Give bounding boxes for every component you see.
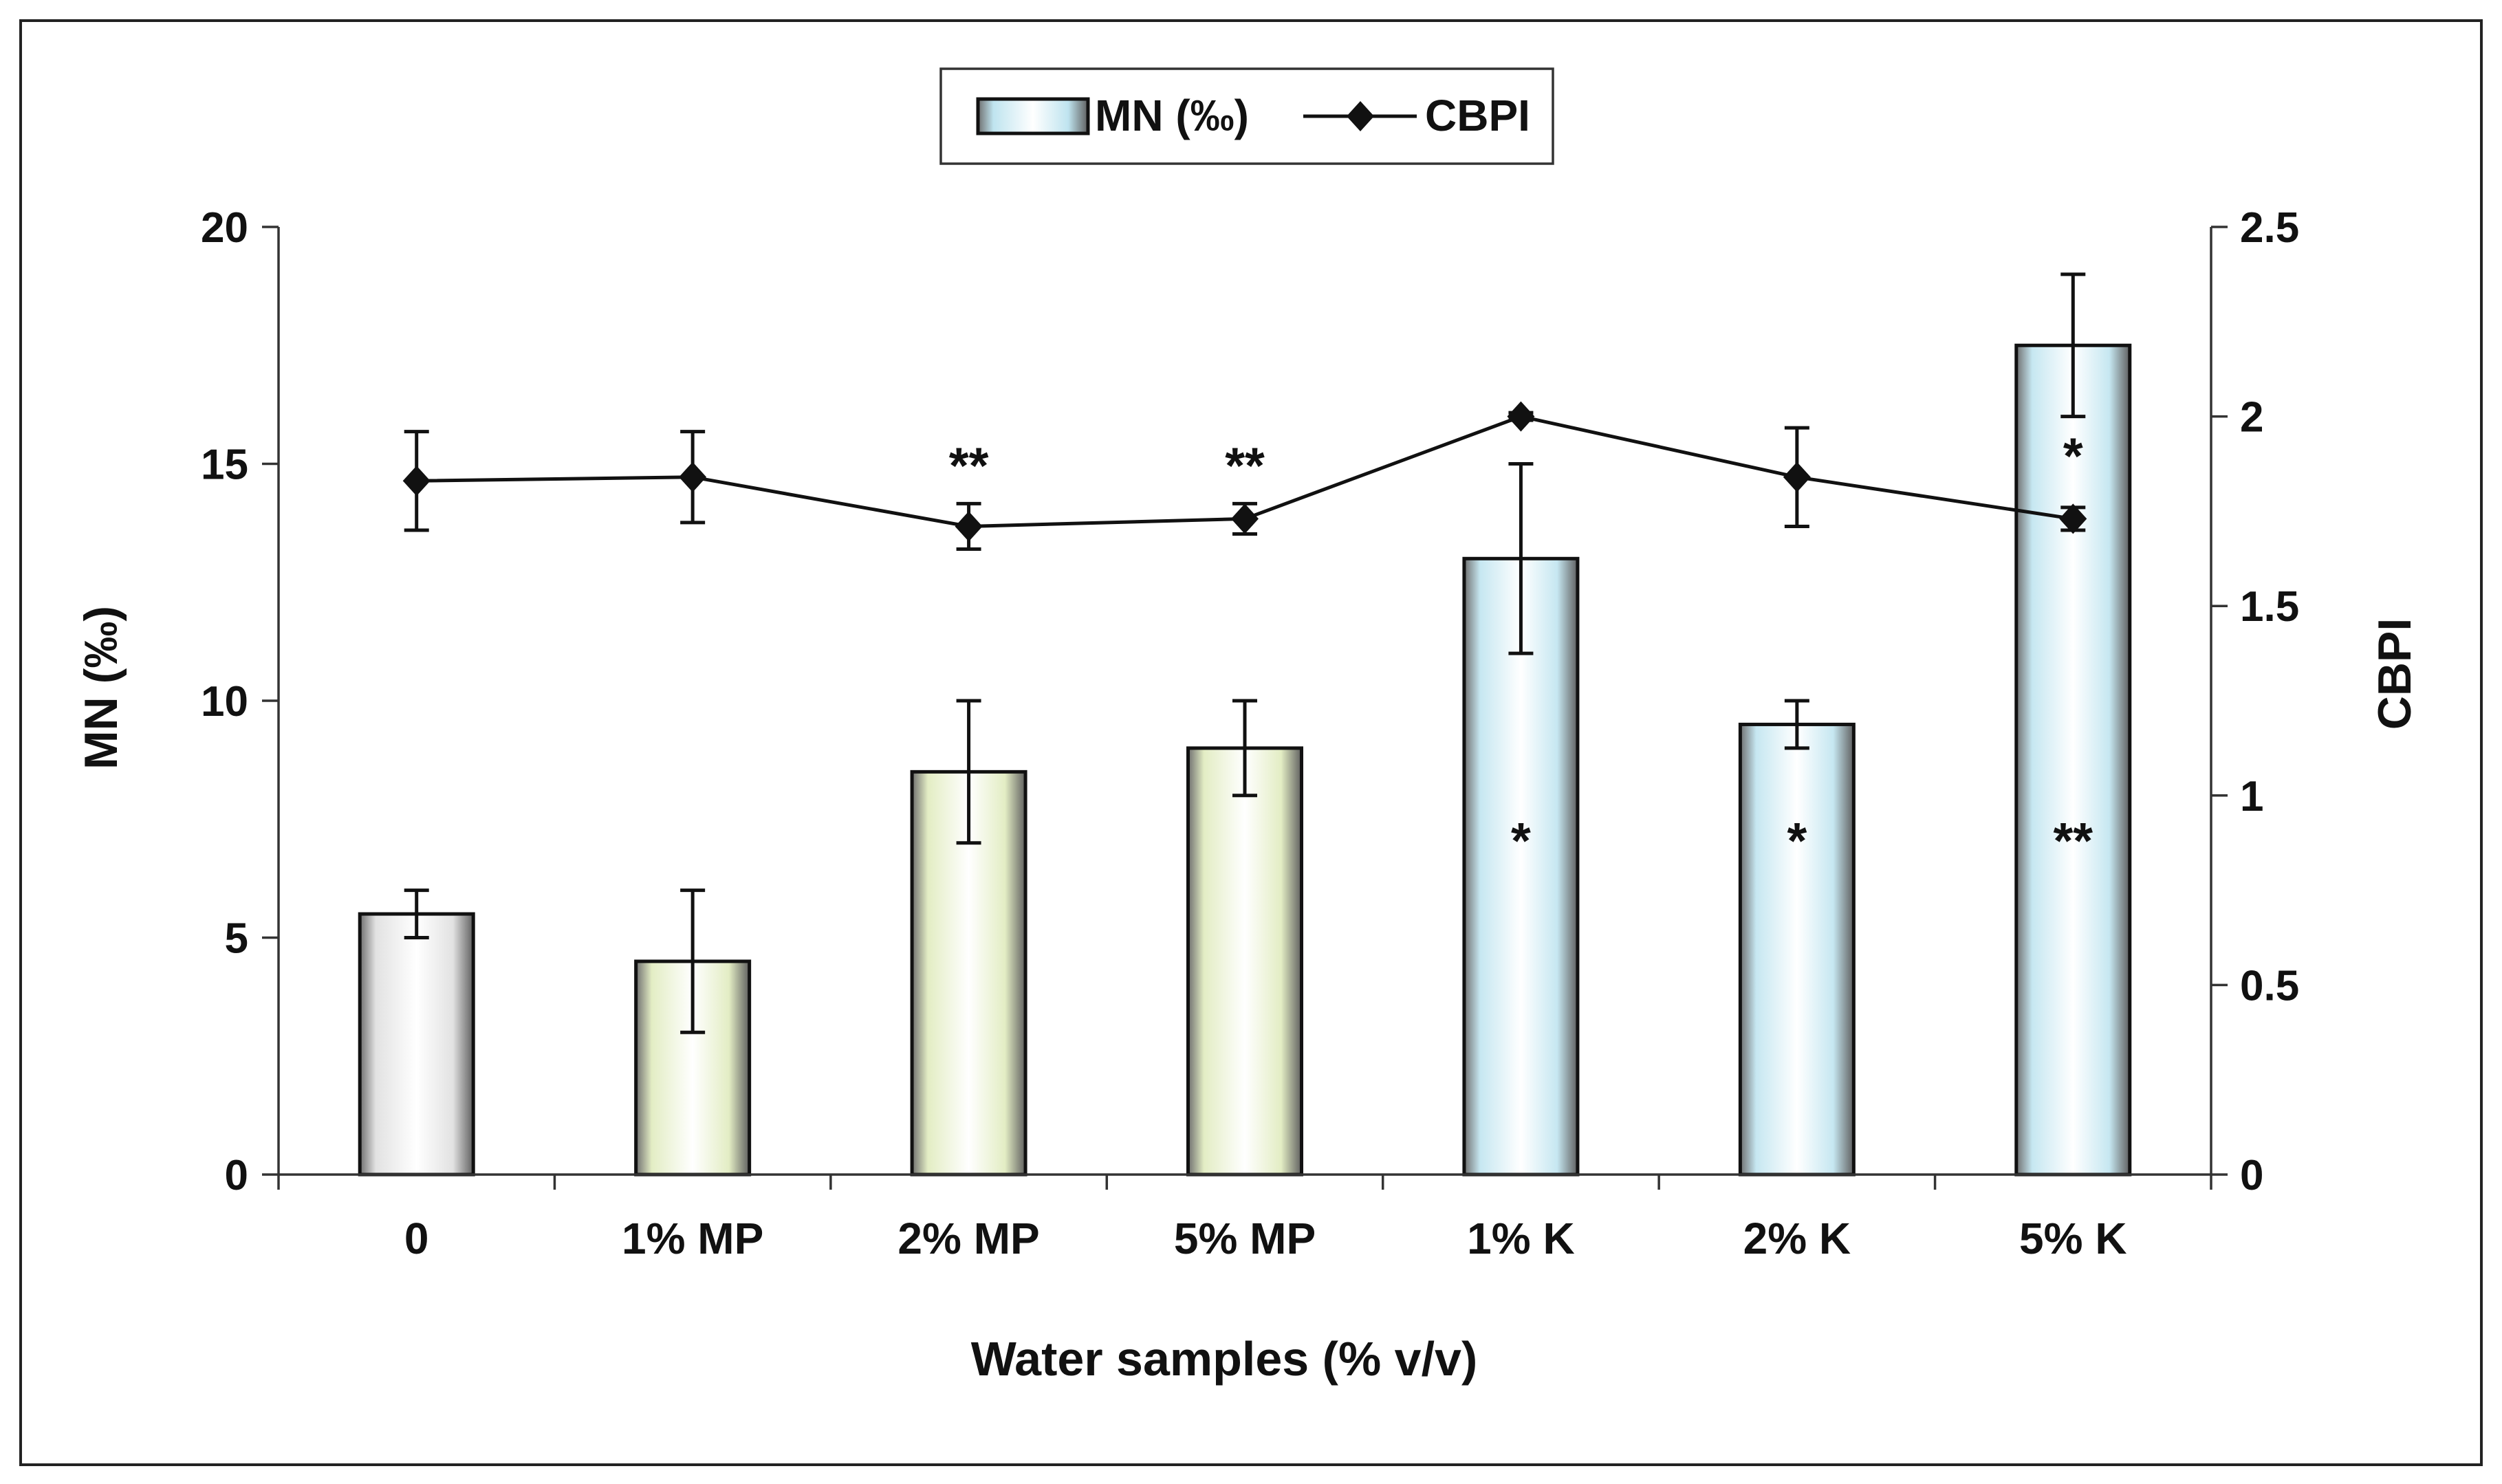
x-tick-label: 2% K — [1743, 1214, 1851, 1263]
cbpi-point-marker — [1231, 503, 1259, 534]
x-axis-title: Water samples (% v/v) — [971, 1332, 1478, 1386]
y2-tick-label: 0 — [2240, 1152, 2263, 1199]
x-tick-label: 1% K — [1467, 1214, 1575, 1263]
legend-swatch-mn — [976, 97, 1090, 135]
bar — [1186, 746, 1303, 1177]
cbpi-significance-label: ** — [1225, 437, 1265, 494]
cbpi-significance-label: * — [2063, 427, 2083, 484]
legend: MN (‰) CBPI — [939, 67, 1554, 165]
x-tick-label: 0 — [404, 1214, 429, 1263]
legend-label-mn: MN (‰) — [1095, 91, 1249, 140]
bar — [358, 912, 475, 1177]
y2-tick-label: 1.5 — [2240, 583, 2299, 631]
bar-significance-label: * — [1511, 812, 1531, 869]
y2-tick-label: 2 — [2240, 394, 2263, 441]
y-tick-label: 10 — [201, 678, 248, 725]
y-axis-title: MN (‰) — [75, 606, 127, 770]
x-tick-label: 1% MP — [622, 1214, 763, 1263]
cbpi-point-marker — [1783, 461, 1811, 492]
bar — [2014, 343, 2132, 1177]
x-tick-label: 5% K — [2019, 1214, 2127, 1263]
y-tick-label: 15 — [201, 441, 248, 489]
cbpi-point-marker — [679, 461, 707, 492]
cbpi-point-marker — [955, 511, 983, 542]
cbpi-point-marker — [2059, 503, 2087, 534]
y2-axis-title: CBPI — [2369, 618, 2421, 730]
y-tick-label: 0 — [225, 1152, 248, 1199]
bar-significance-label: ** — [2053, 812, 2093, 869]
y2-tick-label: 1 — [2240, 773, 2263, 820]
y2-tick-label: 2.5 — [2240, 204, 2299, 252]
bar — [1738, 722, 1856, 1177]
legend-label-cbpi: CBPI — [1425, 91, 1530, 140]
x-tick-label: 2% MP — [898, 1214, 1039, 1263]
bar-significance-label: * — [1787, 812, 1807, 869]
y-tick-label: 5 — [225, 915, 248, 963]
y-tick-label: 20 — [201, 204, 248, 252]
cbpi-point-marker — [1507, 401, 1535, 432]
cbpi-point-marker — [402, 466, 431, 497]
cbpi-significance-label: ** — [949, 437, 989, 494]
y2-tick-label: 0.5 — [2240, 962, 2299, 1010]
x-tick-label: 5% MP — [1174, 1214, 1316, 1263]
legend-marker-cbpi — [1347, 101, 1374, 131]
